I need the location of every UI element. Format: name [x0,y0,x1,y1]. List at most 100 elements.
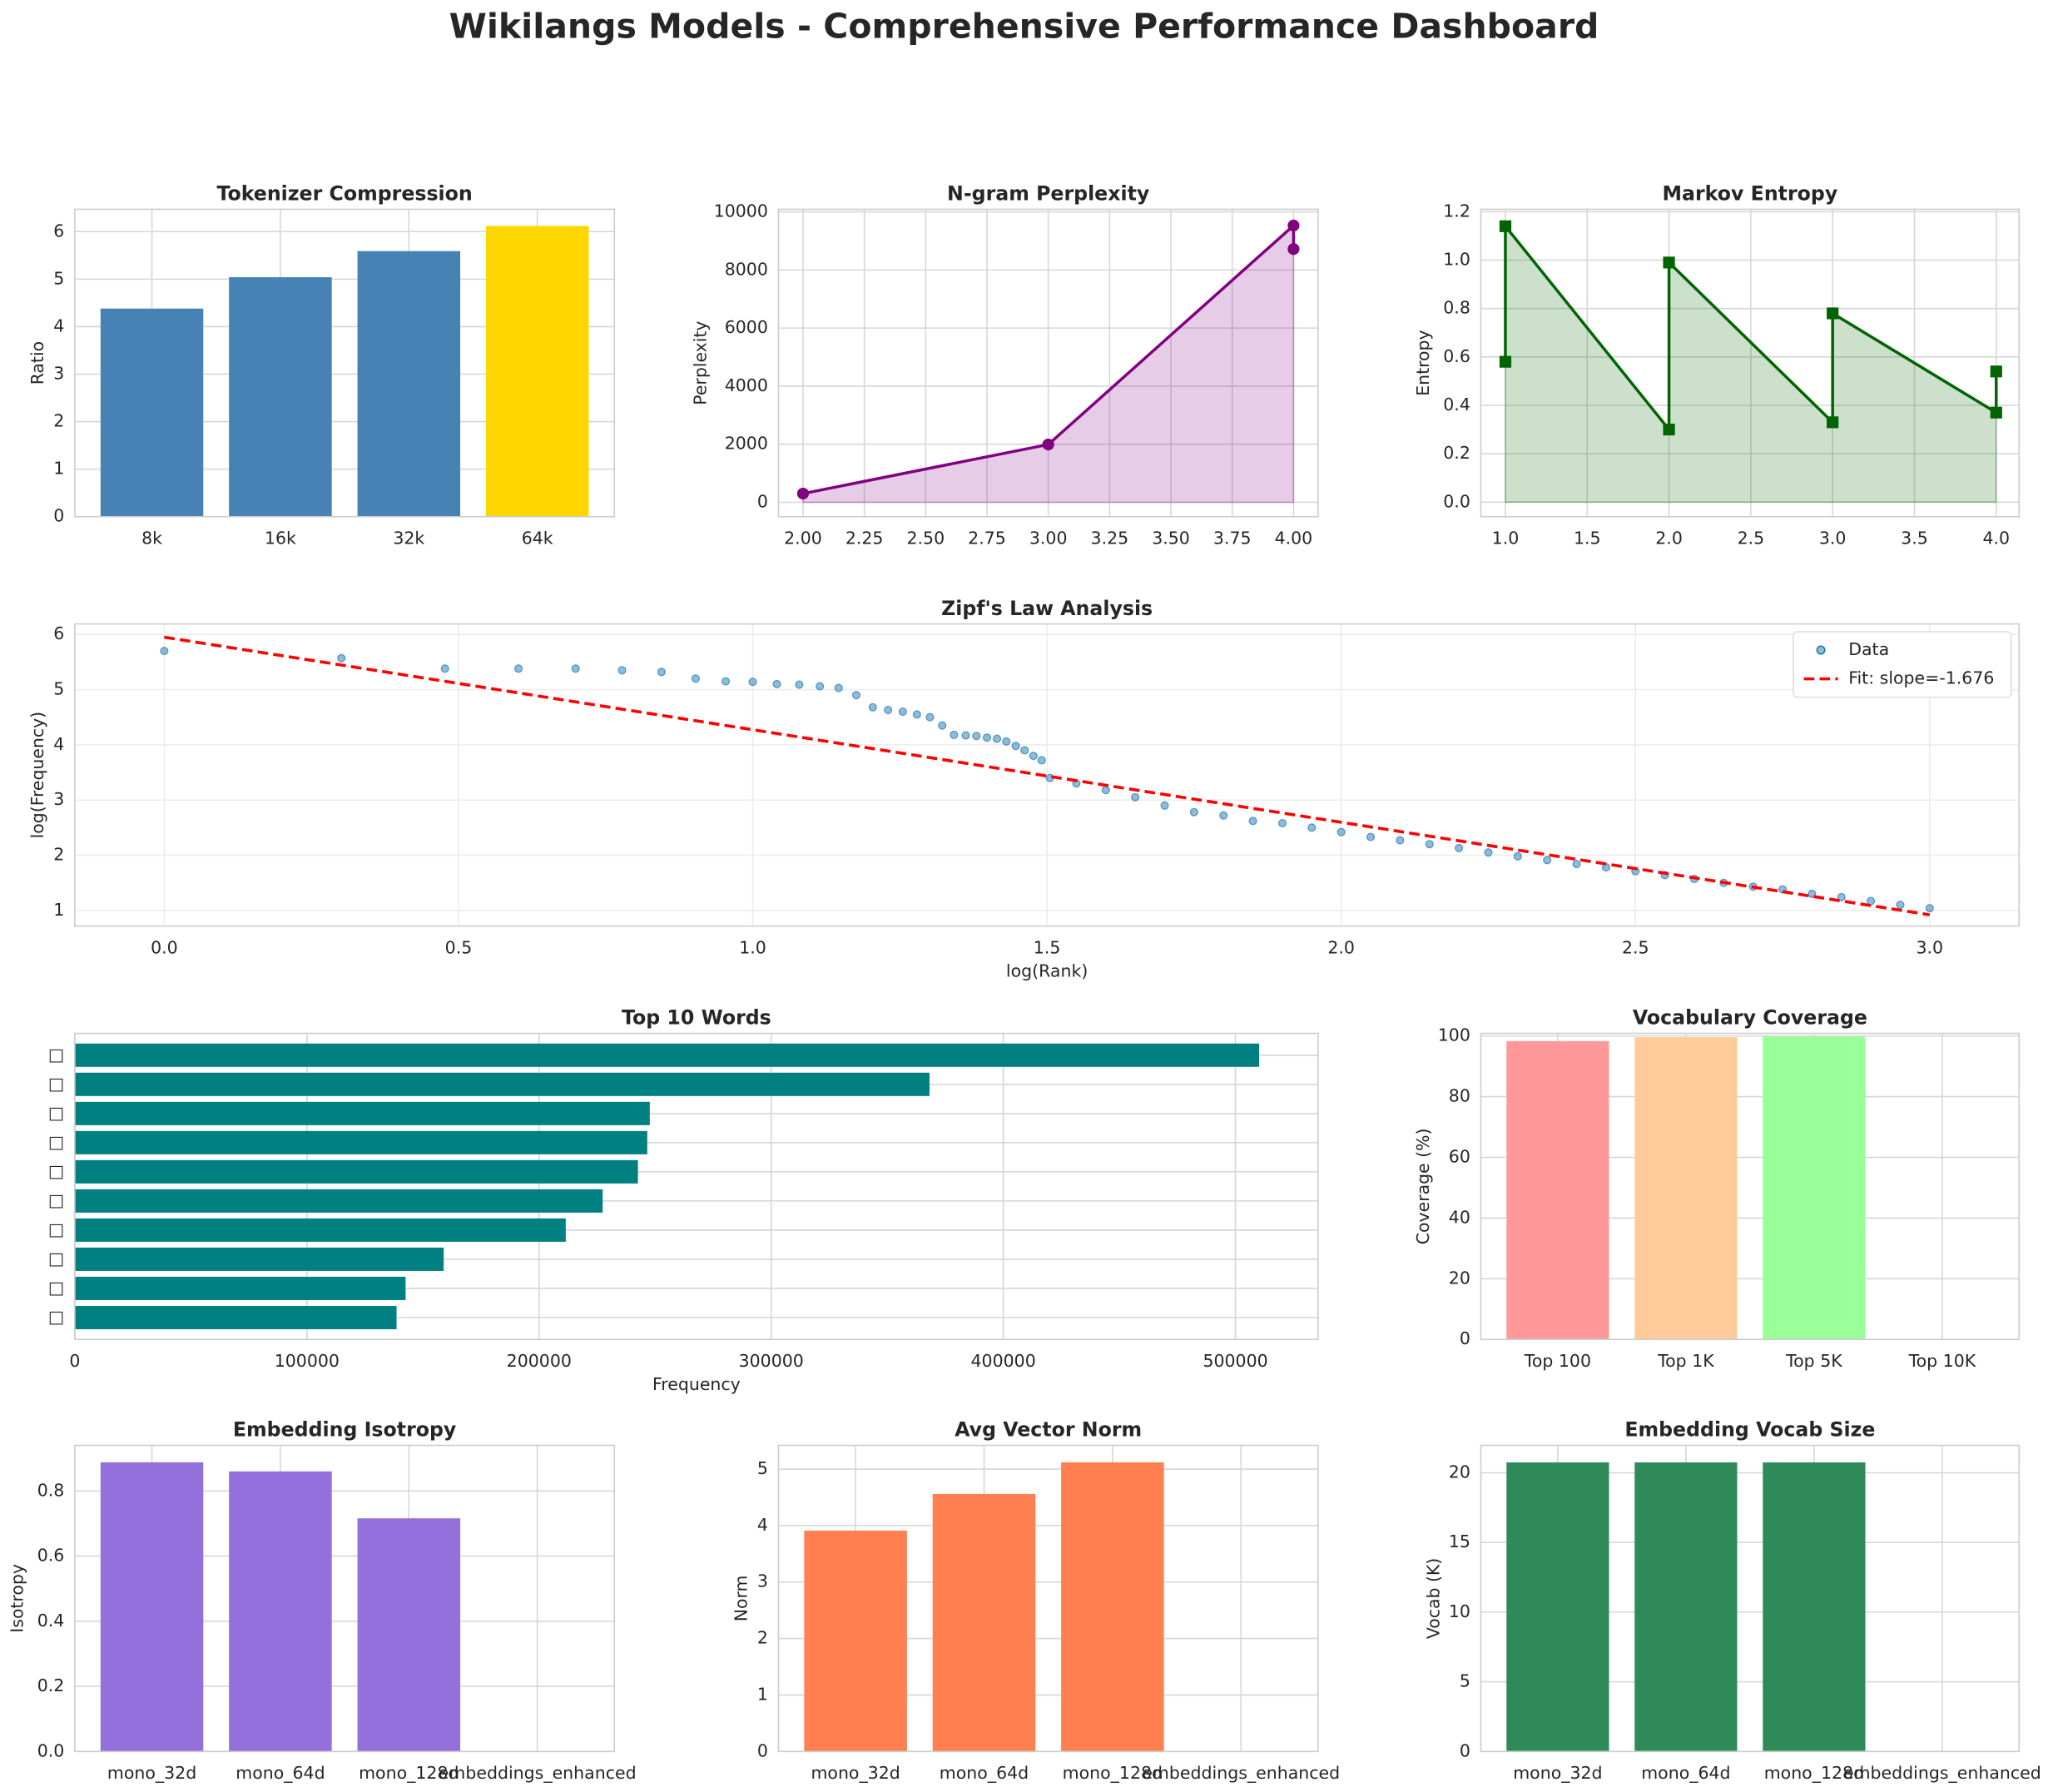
marker [1499,220,1512,232]
x-tick-label: Top 100 [1524,1351,1591,1371]
x-tick-label: 2.0 [1327,937,1355,957]
point [972,732,981,741]
point [1277,818,1287,828]
x-tick-label: 2.50 [907,528,945,548]
point [1807,889,1817,898]
y-tick-label: 4 [757,1515,768,1535]
y-tick-label: □ [48,1307,64,1327]
point [868,702,877,712]
point [1896,901,1905,910]
x-tick-label: 0.0 [151,937,178,957]
bar [932,1493,1036,1752]
point [1131,792,1140,802]
y-tick-label: 6 [53,221,64,241]
legend-box [1793,631,2012,698]
legend-label: Data [1848,639,1889,659]
point [721,677,731,686]
point [925,712,935,722]
panel-title: Vocabulary Coverage [1633,1006,1867,1030]
plot-frame [74,623,2021,927]
y-tick-label: 1.0 [1443,250,1470,270]
marker [1042,438,1054,451]
y-tick-label: 1 [53,459,64,479]
point [1925,904,1934,913]
x-tick-label: 2.5 [1622,937,1649,957]
point [1189,807,1198,817]
x-tick-label: 2.25 [845,528,884,548]
x-tick-label: 3.5 [1901,528,1928,548]
y-tick-label: 60 [1449,1147,1470,1167]
point [1029,752,1038,761]
x-tick-label: 64k [522,528,553,548]
x-tick-label: mono_128d [1764,1763,1864,1784]
y-tick-label: 2000 [725,434,768,454]
point [1002,737,1011,746]
point [982,733,992,742]
bar [1506,1462,1609,1752]
y-tick-label: 0 [1460,1740,1470,1760]
y-tick-label: 6 [53,623,64,643]
plot-frame [777,1444,1319,1753]
point [691,674,700,683]
legend-label: Fit: slope=-1.676 [1848,668,1994,688]
y-tick-label: 1 [53,900,64,920]
y-tick-label: 0.8 [37,1480,65,1500]
x-tick-label: 32k [393,528,424,548]
marker [1827,307,1839,320]
panel-title: Zipf's Law Analysis [941,597,1153,620]
x-tick-label: mono_64d [1641,1763,1730,1784]
x-tick-label: 1.0 [739,937,766,957]
x-tick-label: 16k [265,528,296,548]
point [1543,856,1552,865]
point [1572,860,1581,869]
x-tick-label: mono_128d [359,1763,459,1784]
x-tick-label: 1.5 [1034,937,1061,957]
point [1160,801,1169,810]
y-axis-label: Perplexity [690,320,710,405]
line [802,222,1296,495]
y-tick-label: 0.2 [1443,443,1470,463]
point [1336,827,1346,836]
y-tick-label: 4000 [725,375,768,395]
x-tick-label: 400000 [971,1351,1036,1371]
x-tick-label: 2.00 [784,528,822,548]
y-tick-label: 6000 [725,317,768,337]
x-tick-label: 3.00 [1029,528,1068,548]
point [1020,746,1029,755]
y-tick-label: 2 [53,411,64,431]
x-tick-label: 0 [69,1351,80,1371]
point [1396,836,1405,845]
bar [1763,1036,1866,1340]
panel-title: Avg Vector Norm [955,1418,1142,1442]
y-tick-label: 1.2 [1443,201,1470,221]
marker [796,487,810,500]
marker [1827,416,1839,429]
plot-frame [777,208,1319,518]
y-tick-label: 15 [1449,1531,1470,1551]
x-tick-label: 2.75 [968,528,1006,548]
bar [100,308,204,517]
bar [74,1276,406,1300]
x-tick-label: 3.75 [1213,528,1252,548]
x-tick-label: 200000 [507,1351,572,1371]
y-tick-label: 0.4 [1443,395,1470,414]
bar [1634,1037,1738,1340]
y-axis-label: Entropy [1413,330,1433,395]
bar [1506,1040,1609,1340]
x-tick-label: embeddings_enhanced [1142,1763,1340,1784]
y-tick-label: 0.2 [37,1675,65,1695]
bar [74,1305,397,1329]
x-tick-label: embeddings_enhanced [439,1763,637,1784]
point [514,664,523,673]
point [571,664,580,673]
x-tick-label: 8k [141,528,162,548]
y-tick-label: 0 [1460,1328,1470,1348]
x-tick-label: embeddings_enhanced [1843,1763,2041,1784]
point [748,678,757,687]
panel-title: Embedding Vocab Size [1624,1418,1875,1442]
bar [485,226,589,517]
x-tick-label: 2.0 [1655,528,1683,548]
bar [357,251,461,517]
